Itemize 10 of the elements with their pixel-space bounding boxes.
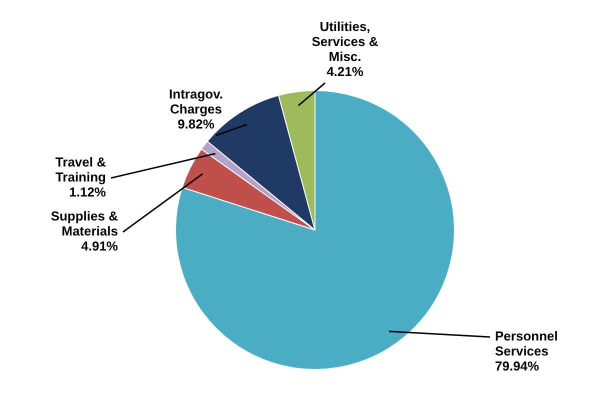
data-label: 1.12% [69,184,106,200]
data-label: 79.94% [495,358,540,374]
slice-label: Utilities, Services & Misc. [312,19,378,64]
slice-label: Intragov. Charges [169,86,223,117]
data-label: 4.91% [81,238,118,254]
slice-label: Travel & Training [55,154,106,185]
data-label: 9.82% [178,116,215,132]
data-label: 4.21% [326,64,364,80]
slice-label: Personnel Services [495,328,558,359]
slice-label: Supplies & Materials [50,208,118,239]
